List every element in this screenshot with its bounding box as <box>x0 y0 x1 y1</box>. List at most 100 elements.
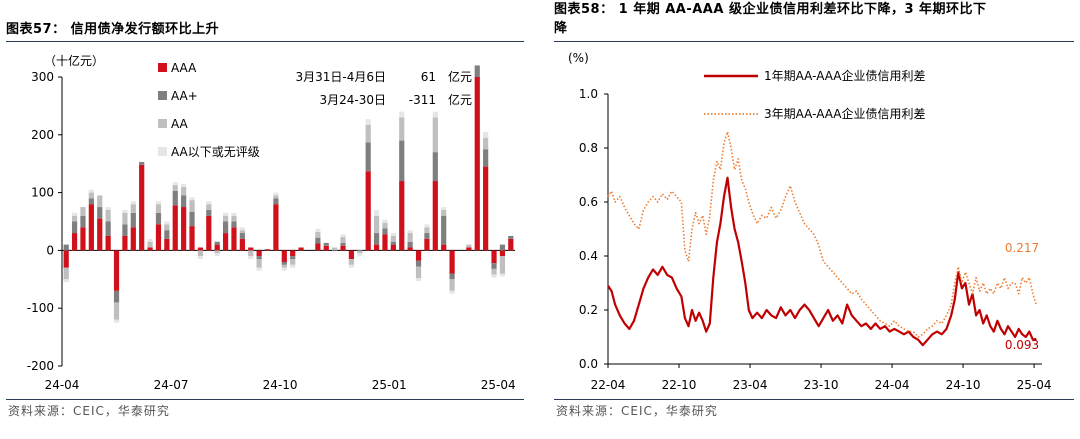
bar-aa-plus <box>155 212 162 225</box>
bar-aa <box>197 250 204 257</box>
bar-aa-plus <box>130 212 136 228</box>
bar-below-aa <box>441 207 447 210</box>
bar-below-aa <box>390 233 396 236</box>
x-tick-label: 24-07 <box>154 378 189 392</box>
bar-below-aa <box>499 273 506 277</box>
source-rule <box>6 399 524 400</box>
line-chart: (%) 1.0 0.8 0.6 0.4 0.2 0.0 22-04 22-10 23-04 23-1… <box>568 51 1052 392</box>
annotation-value: -311 <box>409 93 436 107</box>
bar-below-aa <box>340 234 346 238</box>
bar-aa <box>290 259 296 265</box>
bar-aaa <box>382 234 388 251</box>
bar-aa <box>189 200 195 212</box>
bar-aa <box>80 207 86 216</box>
bar-below-aa <box>63 279 69 283</box>
bar-aa-plus <box>415 260 422 267</box>
bar-below-aa <box>365 119 371 125</box>
right-chart-panel: 图表58： 1 年期 AA-AAA 级企业债信用利差环比下降，3 年期环比下 降… <box>548 0 1080 439</box>
bar-aa <box>399 117 405 141</box>
bar-aaa <box>214 244 220 251</box>
bar-aa <box>499 256 506 274</box>
y-tick-label: -100 <box>27 301 54 315</box>
title-rule <box>554 41 1074 42</box>
bar-below-aa <box>290 264 296 268</box>
annotation-label: 3月31日-4月6日 <box>295 70 386 84</box>
bar-below-aa <box>189 197 195 201</box>
y-tick-label: 0.6 <box>579 195 598 209</box>
bar-aa-plus <box>281 261 287 265</box>
bar-below-aa <box>239 227 245 231</box>
bar-aaa <box>348 250 355 260</box>
y-tick-label: 100 <box>31 186 54 200</box>
bar-aaa <box>189 226 195 251</box>
bar-aaa <box>147 247 153 251</box>
bar-aaa <box>373 244 380 251</box>
bar-below-aa <box>407 230 413 234</box>
legend-swatch <box>158 119 167 128</box>
bar-aaa <box>323 245 329 251</box>
bar-aa <box>181 186 187 196</box>
legend-swatch <box>158 91 167 100</box>
legend-label: AA以下或无评级 <box>171 145 260 159</box>
bar-below-aa <box>256 267 262 271</box>
y-tick-label: 0.2 <box>579 303 598 317</box>
bar-aa-plus <box>273 198 279 205</box>
bar-below-aa <box>273 192 279 196</box>
bar-aa-plus <box>139 161 145 165</box>
bar-aaa <box>130 227 136 251</box>
bar-aa <box>365 124 371 143</box>
bar-below-aa <box>357 253 363 257</box>
bar-aa <box>113 302 120 320</box>
bar-aaa <box>390 244 396 251</box>
bar-below-aa <box>155 201 162 205</box>
bar-aaa <box>97 218 103 251</box>
bar-aa <box>315 231 321 238</box>
bar-aa <box>206 204 212 210</box>
bar-aa <box>71 215 78 222</box>
bar-chart: （十亿元） 300 200 100 0 -100 -200 24-04 24-07 24-10 25… <box>27 53 516 392</box>
bar-aa <box>231 215 237 222</box>
bar-aa <box>256 259 262 268</box>
bar-aa-plus <box>181 195 187 208</box>
bar-aaa <box>122 235 128 251</box>
bar-aa-plus <box>373 233 380 245</box>
bar-below-aa <box>172 182 178 186</box>
bar-aaa <box>105 235 111 251</box>
bar-aa-plus <box>474 65 480 77</box>
bar-aa-plus <box>399 140 405 182</box>
bar-aa-plus <box>71 221 78 234</box>
bar-aa <box>105 209 111 222</box>
bar-aa-plus <box>340 242 346 246</box>
annotation-unit: 亿元 <box>448 69 472 84</box>
bar-aa-plus <box>122 224 128 236</box>
bar-aa <box>130 204 136 213</box>
bar-below-aa <box>491 274 497 278</box>
bar-aaa <box>172 205 178 251</box>
bar-aaa <box>256 250 262 257</box>
bar-aaa <box>441 244 447 251</box>
bar-aa <box>239 230 245 234</box>
bar-aa-plus <box>172 190 178 206</box>
bar-below-aa <box>281 267 287 271</box>
bar-aaa <box>206 215 212 251</box>
bar-aa-plus <box>214 241 220 245</box>
bar-aa <box>415 266 422 279</box>
bar-aa <box>348 259 355 265</box>
y-tick-label: 0.4 <box>579 249 598 263</box>
bar-aaa <box>315 243 321 251</box>
bar-aaa <box>424 238 430 251</box>
bar-aa <box>147 241 153 248</box>
bar-aa <box>432 117 438 153</box>
bar-aa-plus <box>441 215 447 245</box>
bar-aa-plus <box>432 152 438 182</box>
bar-below-aa <box>214 253 220 257</box>
legend-label: AA+ <box>171 89 198 103</box>
y-tick-label: 1.0 <box>579 87 598 101</box>
bar-below-aa <box>348 264 355 268</box>
bar-aa-plus <box>239 233 245 239</box>
x-tick-label: 23-04 <box>733 378 768 392</box>
x-tick-label: 22-10 <box>662 378 697 392</box>
bar-aa-plus <box>113 290 120 303</box>
legend-label: 1年期AA-AAA企业债信用利差 <box>764 68 926 83</box>
left-chart-panel: 图表57： 信用债净发行额环比上升 （十亿元） 300 200 100 0 -100 -20… <box>0 0 528 439</box>
